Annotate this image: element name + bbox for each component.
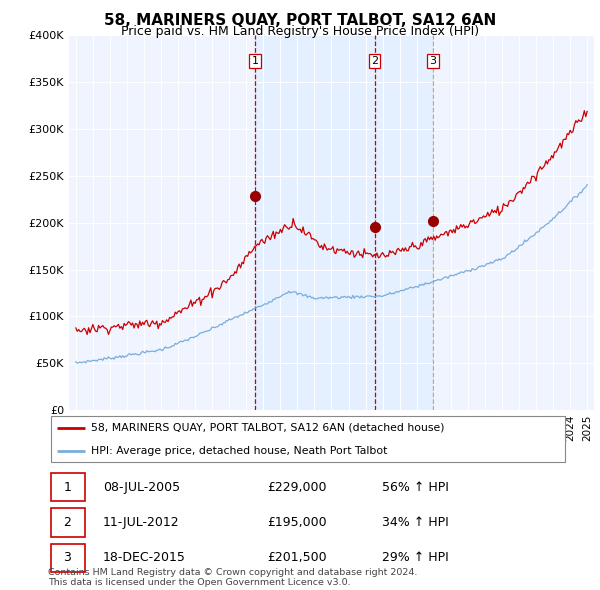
FancyBboxPatch shape bbox=[50, 416, 565, 462]
Text: Price paid vs. HM Land Registry's House Price Index (HPI): Price paid vs. HM Land Registry's House … bbox=[121, 25, 479, 38]
FancyBboxPatch shape bbox=[50, 509, 85, 536]
Text: 08-JUL-2005: 08-JUL-2005 bbox=[103, 480, 180, 494]
Text: 58, MARINERS QUAY, PORT TALBOT, SA12 6AN: 58, MARINERS QUAY, PORT TALBOT, SA12 6AN bbox=[104, 13, 496, 28]
Text: 18-DEC-2015: 18-DEC-2015 bbox=[103, 551, 185, 565]
Bar bbox=[255, 35, 433, 410]
Text: 58, MARINERS QUAY, PORT TALBOT, SA12 6AN (detached house): 58, MARINERS QUAY, PORT TALBOT, SA12 6AN… bbox=[91, 423, 445, 433]
Text: Contains HM Land Registry data © Crown copyright and database right 2024.
This d: Contains HM Land Registry data © Crown c… bbox=[48, 568, 418, 587]
Text: £201,500: £201,500 bbox=[267, 551, 327, 565]
Text: 2: 2 bbox=[64, 516, 71, 529]
Text: £229,000: £229,000 bbox=[267, 480, 327, 494]
FancyBboxPatch shape bbox=[50, 473, 85, 501]
Text: 2: 2 bbox=[371, 56, 378, 66]
Text: £195,000: £195,000 bbox=[267, 516, 327, 529]
Text: HPI: Average price, detached house, Neath Port Talbot: HPI: Average price, detached house, Neat… bbox=[91, 446, 387, 456]
Text: 29% ↑ HPI: 29% ↑ HPI bbox=[382, 551, 449, 565]
Text: 34% ↑ HPI: 34% ↑ HPI bbox=[382, 516, 449, 529]
Text: 56% ↑ HPI: 56% ↑ HPI bbox=[382, 480, 449, 494]
Text: 11-JUL-2012: 11-JUL-2012 bbox=[103, 516, 179, 529]
Text: 3: 3 bbox=[64, 551, 71, 565]
Text: 1: 1 bbox=[251, 56, 259, 66]
FancyBboxPatch shape bbox=[50, 544, 85, 572]
Text: 1: 1 bbox=[64, 480, 71, 494]
Text: 3: 3 bbox=[430, 56, 437, 66]
